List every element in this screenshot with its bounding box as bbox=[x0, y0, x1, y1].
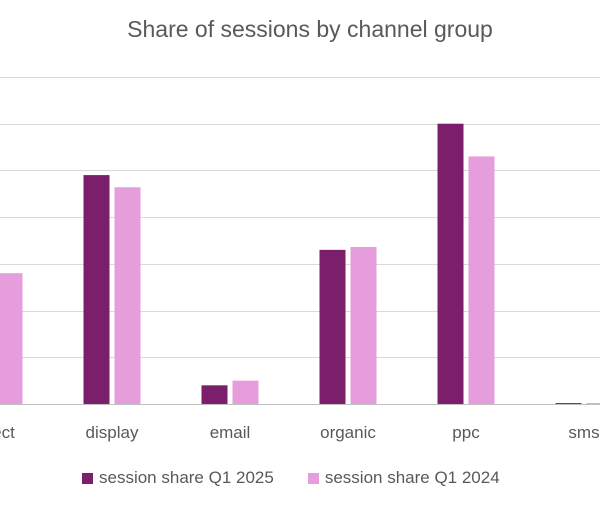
x-tick-label: ppc bbox=[452, 423, 480, 442]
x-tick-label: organic bbox=[320, 423, 376, 442]
x-tick-label: email bbox=[210, 423, 251, 442]
legend-item-q1-2024: session share Q1 2024 bbox=[307, 468, 500, 488]
legend-label: session share Q1 2025 bbox=[99, 468, 274, 487]
bar-display-series-0 bbox=[83, 175, 110, 404]
bar-sms-series-1 bbox=[586, 403, 600, 404]
bars bbox=[0, 123, 600, 404]
legend-swatch bbox=[307, 472, 319, 484]
bar-email-series-1 bbox=[232, 380, 259, 404]
bar-organic-series-1 bbox=[350, 247, 377, 404]
bar-organic-series-0 bbox=[319, 249, 346, 404]
bar-email-series-0 bbox=[201, 385, 228, 404]
x-tick-label: display bbox=[86, 423, 139, 442]
legend-swatch bbox=[82, 472, 93, 484]
x-tick-label: sms bbox=[568, 423, 599, 442]
x-axis-labels: direct display email organic ppc sms bbox=[0, 423, 600, 442]
bar-ppc-series-1 bbox=[468, 156, 495, 404]
bar-display-series-1 bbox=[114, 187, 141, 404]
chart-title: Share of sessions by channel group bbox=[127, 16, 493, 42]
legend-item-q1-2025: session share Q1 2025 bbox=[82, 468, 274, 488]
bar-sms-series-0 bbox=[555, 403, 582, 404]
legend: session share Q1 2025 session share Q1 2… bbox=[82, 468, 500, 488]
x-tick-label: direct bbox=[0, 423, 15, 442]
legend-label: session share Q1 2024 bbox=[324, 468, 500, 487]
bar-ppc-series-0 bbox=[437, 123, 464, 404]
bar-direct-series-1 bbox=[0, 273, 23, 404]
